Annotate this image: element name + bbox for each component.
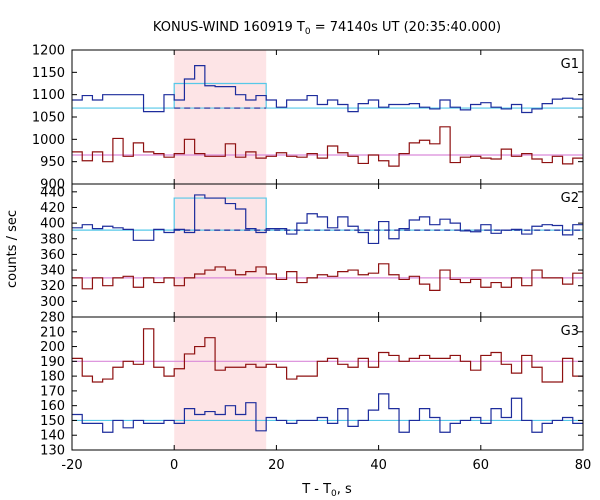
y-tick-label: 130 bbox=[40, 444, 65, 459]
red-count-series bbox=[72, 328, 583, 383]
panel-label: G2 bbox=[561, 191, 579, 206]
y-tick-label: 340 bbox=[40, 264, 65, 279]
y-tick-label: 950 bbox=[40, 155, 65, 170]
y-tick-label: 360 bbox=[40, 248, 65, 263]
y-tick-label: 180 bbox=[40, 370, 65, 385]
y-tick-label: 900 bbox=[40, 178, 65, 193]
y-tick-label: 210 bbox=[40, 325, 65, 340]
plot-layer: 900 950 1000 1050 1100 1150 1200 G1 280300320340… bbox=[32, 44, 591, 474]
y-tick-label: 1100 bbox=[32, 88, 65, 103]
panel-label: G3 bbox=[561, 324, 579, 339]
panel-frame bbox=[71, 316, 584, 451]
y-tick-label: 380 bbox=[40, 232, 65, 247]
y-tick-label: 440 bbox=[40, 185, 65, 200]
x-tick-label: 40 bbox=[370, 458, 387, 473]
x-tick-label: 60 bbox=[473, 458, 490, 473]
y-axis-label: counts / sec bbox=[5, 210, 20, 288]
red-count-series bbox=[72, 126, 583, 167]
x-tick-label: 80 bbox=[575, 458, 592, 473]
y-tick-label: 160 bbox=[40, 399, 65, 414]
panel-frame bbox=[71, 49, 584, 185]
y-tick-label: 280 bbox=[40, 311, 65, 326]
y-tick-label: 1050 bbox=[32, 111, 65, 126]
x-tick-label: 20 bbox=[268, 458, 285, 473]
blue-count-series bbox=[72, 393, 583, 433]
x-axis-label: T - T0, s bbox=[301, 482, 352, 499]
y-tick-label: 1150 bbox=[32, 66, 65, 81]
red-count-series bbox=[72, 263, 583, 291]
panel-frame bbox=[71, 183, 584, 318]
y-tick-label: 150 bbox=[40, 414, 65, 429]
y-tick-label: 1000 bbox=[32, 133, 65, 148]
panel-label: G1 bbox=[561, 57, 579, 72]
shaded-interval bbox=[174, 50, 267, 450]
blue-count-series bbox=[72, 65, 583, 114]
blue-count-series bbox=[72, 194, 583, 245]
y-tick-label: 200 bbox=[40, 340, 65, 355]
x-tick-label: -20 bbox=[61, 458, 82, 473]
y-tick-label: 400 bbox=[40, 217, 65, 232]
chart-title: KONUS-WIND 160919 T0 = 74140s UT (20:35:… bbox=[153, 20, 501, 37]
y-tick-label: 420 bbox=[40, 201, 65, 216]
x-tick-label: 0 bbox=[170, 458, 178, 473]
y-tick-label: 300 bbox=[40, 295, 65, 310]
y-tick-label: 140 bbox=[40, 429, 65, 444]
y-tick-label: 320 bbox=[40, 279, 65, 294]
y-tick-label: 190 bbox=[40, 355, 65, 370]
y-tick-label: 170 bbox=[40, 384, 65, 399]
y-tick-label: 1200 bbox=[32, 44, 65, 59]
panel-g1: 900 950 1000 1050 1100 1150 1200 G1 bbox=[32, 44, 584, 193]
